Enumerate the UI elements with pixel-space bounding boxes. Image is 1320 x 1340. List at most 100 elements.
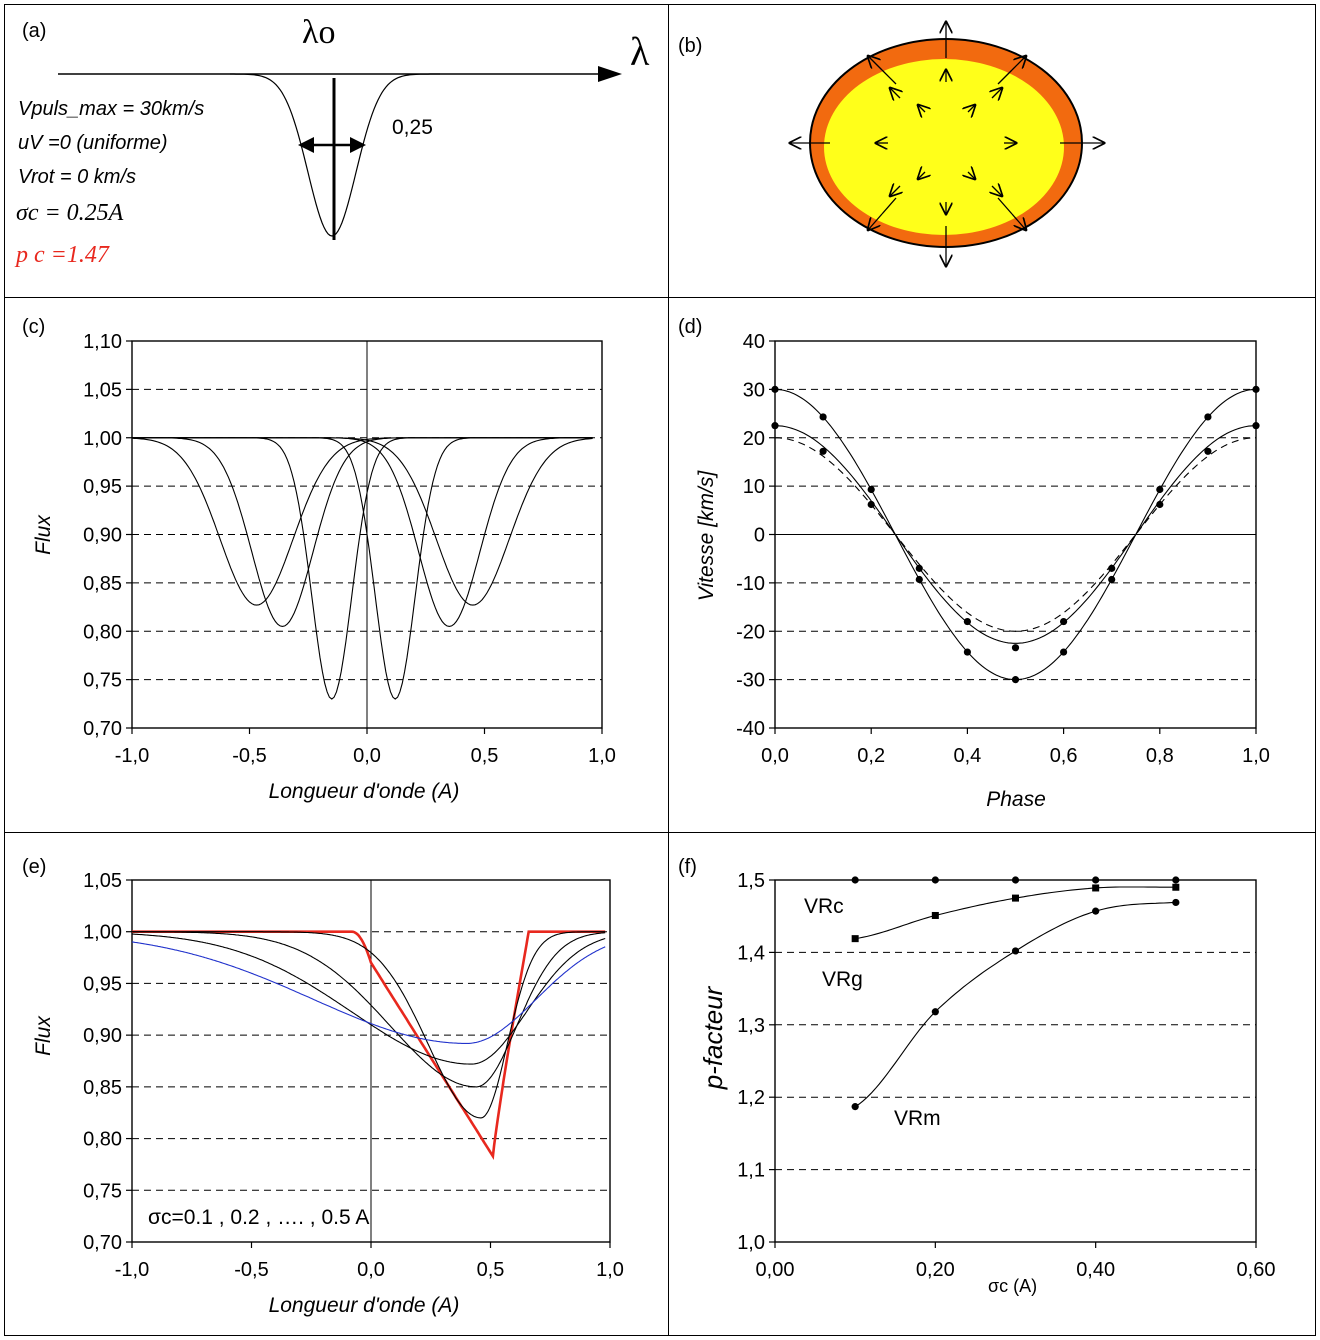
d-series-1-point-0 bbox=[771, 422, 779, 430]
param-sigma: σc = 0.25A bbox=[16, 200, 124, 226]
d-series-1-point-3 bbox=[915, 564, 923, 572]
chart-e-annotation: σc=0.1 , 0.2 , …. , 0.5 A bbox=[148, 1206, 369, 1229]
param-p: p c =1.47 bbox=[16, 242, 109, 268]
d-series-0-point-7 bbox=[1108, 575, 1116, 584]
d-ytick-label-1: -30 bbox=[736, 670, 765, 692]
inner-arrow-4 bbox=[890, 88, 900, 98]
legend-vrc: VRc bbox=[804, 895, 844, 918]
chart-d-xlabel: Phase bbox=[986, 788, 1046, 811]
c-xtick-label-1: -0,5 bbox=[232, 745, 266, 767]
chart-c-line-profiles: 0,70 0,75 0,80 0,85 0,90 0,95 1,00 1,05 1,10 -1,0… bbox=[83, 331, 616, 767]
f-ytick-label-5: 1,5 bbox=[737, 870, 765, 892]
chart-f-xlabel: σc (A) bbox=[988, 1276, 1037, 1296]
d-series-1-point-5 bbox=[1011, 644, 1020, 652]
inner-arrow-6 bbox=[890, 186, 900, 196]
d-series-0-point-5 bbox=[1011, 676, 1020, 684]
c-ytick-label-0: 0,70 bbox=[83, 718, 122, 740]
d-xtick-label-5: 1,0 bbox=[1242, 745, 1270, 767]
lambda-axis-arrowhead bbox=[598, 66, 622, 82]
d-series-0-point-1 bbox=[819, 413, 827, 421]
d-series-0-point-6 bbox=[1060, 648, 1068, 656]
e-profile-4 bbox=[131, 941, 606, 1044]
d-series-0-point-4 bbox=[963, 648, 972, 656]
f-VRm-point-1 bbox=[931, 1008, 939, 1016]
f-plot-frame bbox=[774, 879, 1257, 1243]
f-VRm-point-4 bbox=[1172, 898, 1180, 907]
e-profile-1 bbox=[132, 931, 606, 1119]
f-VRg-point-3 bbox=[1092, 884, 1100, 892]
panel-f-label: (f) bbox=[678, 856, 697, 878]
e-ytick-label-2: 0,80 bbox=[83, 1129, 122, 1151]
lambda0-label: λo bbox=[302, 14, 336, 51]
f-ytick-label-2: 1,2 bbox=[737, 1087, 765, 1109]
d-xtick-label-3: 0,6 bbox=[1050, 745, 1078, 767]
panel-d-label: (d) bbox=[678, 316, 703, 338]
line-profile-sketch bbox=[58, 66, 622, 240]
d-ytick-label-6: 20 bbox=[743, 428, 765, 450]
c-ytick-label-7: 1,05 bbox=[83, 379, 122, 401]
panel-c-label: (c) bbox=[22, 316, 46, 338]
width-arrow-right bbox=[350, 137, 366, 153]
f-series-VRm bbox=[854, 901, 1176, 1108]
d-series-0-point-3 bbox=[915, 575, 923, 584]
c-profile-2 bbox=[132, 437, 593, 627]
f-VRm-point-2 bbox=[1011, 947, 1020, 955]
e-ytick-label-3: 0,85 bbox=[83, 1077, 122, 1099]
chart-e-sigma-profiles: 0,70 0,75 0,80 0,85 0,90 0,95 1,00 1,05 -1,0 -0,5… bbox=[83, 870, 624, 1281]
f-VRc-point-1 bbox=[931, 876, 939, 884]
e-xtick-label-4: 1,0 bbox=[596, 1259, 624, 1281]
d-series-0-point-2 bbox=[867, 485, 875, 494]
e-ytick-label-4: 0,90 bbox=[83, 1025, 122, 1047]
c-profile-4 bbox=[131, 437, 593, 606]
c-xtick-label-3: 0,5 bbox=[471, 745, 499, 767]
f-ytick-label-4: 1,4 bbox=[737, 942, 765, 964]
f-ytick-label-1: 1,1 bbox=[737, 1160, 765, 1182]
c-profile-0 bbox=[132, 437, 593, 700]
e-profile-0 bbox=[132, 930, 606, 1161]
d-ytick-label-7: 30 bbox=[743, 379, 765, 401]
e-xtick-label-2: 0,0 bbox=[357, 1259, 385, 1281]
d-series-1-point-1 bbox=[819, 447, 827, 455]
velocity-arrows bbox=[790, 22, 1104, 266]
d-series-0-point-9 bbox=[1204, 413, 1212, 421]
outer-arrow-stem-4 bbox=[881, 69, 897, 85]
d-series-2 bbox=[775, 437, 1256, 632]
c-ytick-label-5: 0,95 bbox=[83, 476, 122, 498]
panel-b-label: (b) bbox=[678, 35, 703, 57]
width-arrow-left bbox=[298, 137, 314, 153]
d-series-1-point-10 bbox=[1252, 422, 1260, 430]
legend-vrm: VRm bbox=[894, 1107, 941, 1130]
inner-arrow-8 bbox=[918, 105, 925, 112]
chart-f-ylabel: p-facteur bbox=[698, 985, 728, 1090]
chart-d-ylabel: Vitesse [km/s] bbox=[695, 470, 718, 601]
e-ytick-label-0: 0,70 bbox=[83, 1232, 122, 1254]
e-xtick-label-0: -1,0 bbox=[115, 1259, 149, 1281]
d-ytick-label-5: 10 bbox=[743, 476, 765, 498]
f-VRc-point-3 bbox=[1092, 876, 1100, 884]
c-xtick-label-0: -1,0 bbox=[115, 745, 149, 767]
c-profile-3 bbox=[132, 437, 593, 627]
chart-c-xlabel: Longueur d'onde (A) bbox=[269, 780, 460, 803]
d-ytick-label-8: 40 bbox=[743, 331, 765, 353]
d-series-1 bbox=[775, 425, 1256, 644]
legend-vrg: VRg bbox=[822, 968, 863, 991]
outer-arrow-7 bbox=[1011, 213, 1026, 230]
panel-a-label: (a) bbox=[22, 20, 47, 42]
f-xtick-label-1: 0,20 bbox=[916, 1259, 955, 1281]
d-series-1-point-7 bbox=[1108, 564, 1116, 572]
e-ytick-label-5: 0,95 bbox=[83, 973, 122, 995]
f-VRg-point-0 bbox=[851, 935, 859, 943]
f-VRc-point-0 bbox=[851, 876, 859, 884]
f-VRg-point-4 bbox=[1172, 883, 1180, 891]
f-xtick-label-3: 0,60 bbox=[1237, 1259, 1276, 1281]
outer-arrow-stem-5 bbox=[997, 69, 1013, 85]
param-uv: uV =0 (uniforme) bbox=[18, 132, 168, 154]
inner-arrow-10 bbox=[918, 172, 925, 179]
f-xtick-label-2: 0,40 bbox=[1076, 1259, 1115, 1281]
inner-arrow-5 bbox=[992, 88, 1002, 98]
e-xtick-label-3: 0,5 bbox=[477, 1259, 505, 1281]
e-profile-2 bbox=[132, 931, 606, 1088]
d-xtick-label-1: 0,2 bbox=[857, 745, 885, 767]
e-xtick-label-1: -0,5 bbox=[234, 1259, 268, 1281]
